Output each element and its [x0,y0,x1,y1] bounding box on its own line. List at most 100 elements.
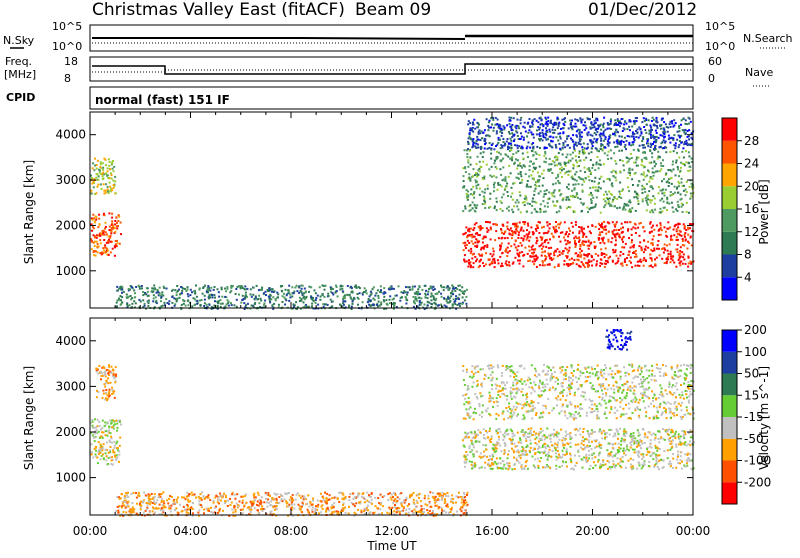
velocity-echo-cell [254,499,256,501]
power-echo-cell [357,293,359,295]
power-echo-cell [126,294,128,296]
power-echo-cell [561,167,563,169]
power-echo-cell [553,252,555,254]
power-echo-cell [624,209,626,211]
power-echo-cell [243,298,245,300]
power-echo-cell [469,122,471,124]
power-echo-cell [626,128,628,130]
power-echo-cell [585,241,587,243]
power-echo-cell [524,235,526,237]
power-echo-cell [472,207,474,209]
power-echo-cell [370,294,372,296]
velocity-echo-cell [182,510,184,512]
power-echo-cell [685,240,687,242]
power-echo-cell [269,289,271,291]
power-echo-cell [286,294,288,296]
power-echo-cell [642,138,644,140]
power-echo-cell [527,253,529,255]
power-echo-cell [629,201,631,203]
power-echo-cell [689,227,691,229]
velocity-echo-cell [242,502,244,504]
velocity-echo-cell [203,512,205,514]
velocity-echo-cell [140,501,142,503]
power-echo-cell [120,233,122,235]
velocity-echo-cell [124,497,126,499]
power-echo-cell [463,180,465,182]
power-echo-cell [521,251,523,253]
power-echo-cell [497,119,499,121]
power-echo-cell [545,139,547,141]
power-echo-cell [668,138,670,140]
power-echo-cell [652,188,654,190]
power-echo-cell [572,196,574,198]
power-echo-cell [270,295,272,297]
velocity-echo-cell [120,497,122,499]
power-echo-cell [479,255,481,257]
power-echo-cell [464,167,466,169]
power-echo-cell [97,160,99,162]
power-echo-cell [626,140,628,142]
power-echo-cell [518,245,520,247]
power-echo-cell [653,148,655,150]
power-echo-cell [126,303,128,305]
power-echo-cell [321,293,323,295]
velocity-echo-cell [229,504,231,506]
power-echo-cell [673,119,675,121]
power-echo-cell [548,170,550,172]
power-echo-cell [603,242,605,244]
velocity-echo-cell [304,497,306,499]
power-echo-cell [547,264,549,266]
power-echo-cell [590,139,592,141]
velocity-echo-cell [208,494,210,496]
power-echo-cell [174,289,176,291]
power-echo-cell [300,290,302,292]
power-echo-cell [486,231,488,233]
velocity-heatmap [90,329,695,517]
power-echo-cell [268,287,270,289]
power-echo-cell [562,199,564,201]
power-echo-cell [659,211,661,213]
power-echo-cell [571,120,573,122]
power-echo-cell [508,131,510,133]
power-echo-cell [524,204,526,206]
velocity-echo-cell [109,389,111,391]
velocity-echo-cell [429,510,431,512]
power-echo-cell [619,255,621,257]
power-echo-cell [572,178,574,180]
power-echo-cell [412,286,414,288]
velocity-echo-cell [367,509,369,511]
power-echo-cell [672,161,674,163]
power-echo-cell [622,160,624,162]
power-echo-cell [519,162,521,164]
power-echo-cell [469,136,471,138]
power-echo-cell [94,235,96,237]
power-echo-cell [111,213,113,215]
power-echo-cell [612,201,614,203]
velocity-echo-cell [285,500,287,502]
power-echo-cell [540,211,542,213]
power-echo-cell [503,193,505,195]
power-echo-cell [227,288,229,290]
power-echo-cell [473,262,475,264]
velocity-echo-cell [358,502,360,504]
power-echo-cell [683,185,685,187]
power-echo-cell [623,246,625,248]
velocity-echo-cell [257,501,259,503]
velocity-echo-cell [278,496,280,498]
velocity-echo-cell [107,398,109,400]
power-echo-cell [530,256,532,258]
velocity-echo-cell [322,497,324,499]
velocity-echo-cell [309,506,311,508]
power-echo-cell [109,168,111,170]
velocity-echo-cell [342,504,344,506]
power-echo-cell [525,173,527,175]
power-echo-cell [639,145,641,147]
power-echo-cell [654,203,656,205]
velocity-echo-cell [405,499,407,501]
power-echo-cell [664,249,666,251]
power-echo-cell [167,302,169,304]
power-echo-cell [585,125,587,127]
power-echo-cell [222,303,224,305]
power-echo-cell [516,168,518,170]
power-echo-cell [591,143,593,145]
